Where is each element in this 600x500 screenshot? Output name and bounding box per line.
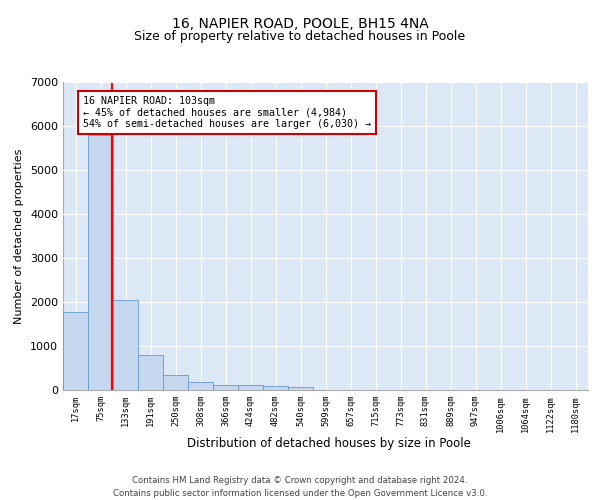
Bar <box>163 375 188 390</box>
Text: Distribution of detached houses by size in Poole: Distribution of detached houses by size … <box>187 438 471 450</box>
Bar <box>288 388 313 390</box>
Text: 16, NAPIER ROAD, POOLE, BH15 4NA: 16, NAPIER ROAD, POOLE, BH15 4NA <box>172 18 428 32</box>
Text: 16 NAPIER ROAD: 103sqm
← 45% of detached houses are smaller (4,984)
54% of semi-: 16 NAPIER ROAD: 103sqm ← 45% of detached… <box>83 96 371 129</box>
Bar <box>238 385 263 390</box>
Text: Size of property relative to detached houses in Poole: Size of property relative to detached ho… <box>134 30 466 43</box>
Bar <box>113 300 138 390</box>
Bar <box>213 384 238 390</box>
Bar <box>63 312 88 390</box>
Bar <box>263 386 288 390</box>
Y-axis label: Number of detached properties: Number of detached properties <box>14 148 25 324</box>
Bar <box>138 355 163 390</box>
Text: Contains HM Land Registry data © Crown copyright and database right 2024.: Contains HM Land Registry data © Crown c… <box>132 476 468 485</box>
Text: Contains public sector information licensed under the Open Government Licence v3: Contains public sector information licen… <box>113 489 487 498</box>
Bar <box>88 135 113 390</box>
Bar <box>188 382 213 390</box>
